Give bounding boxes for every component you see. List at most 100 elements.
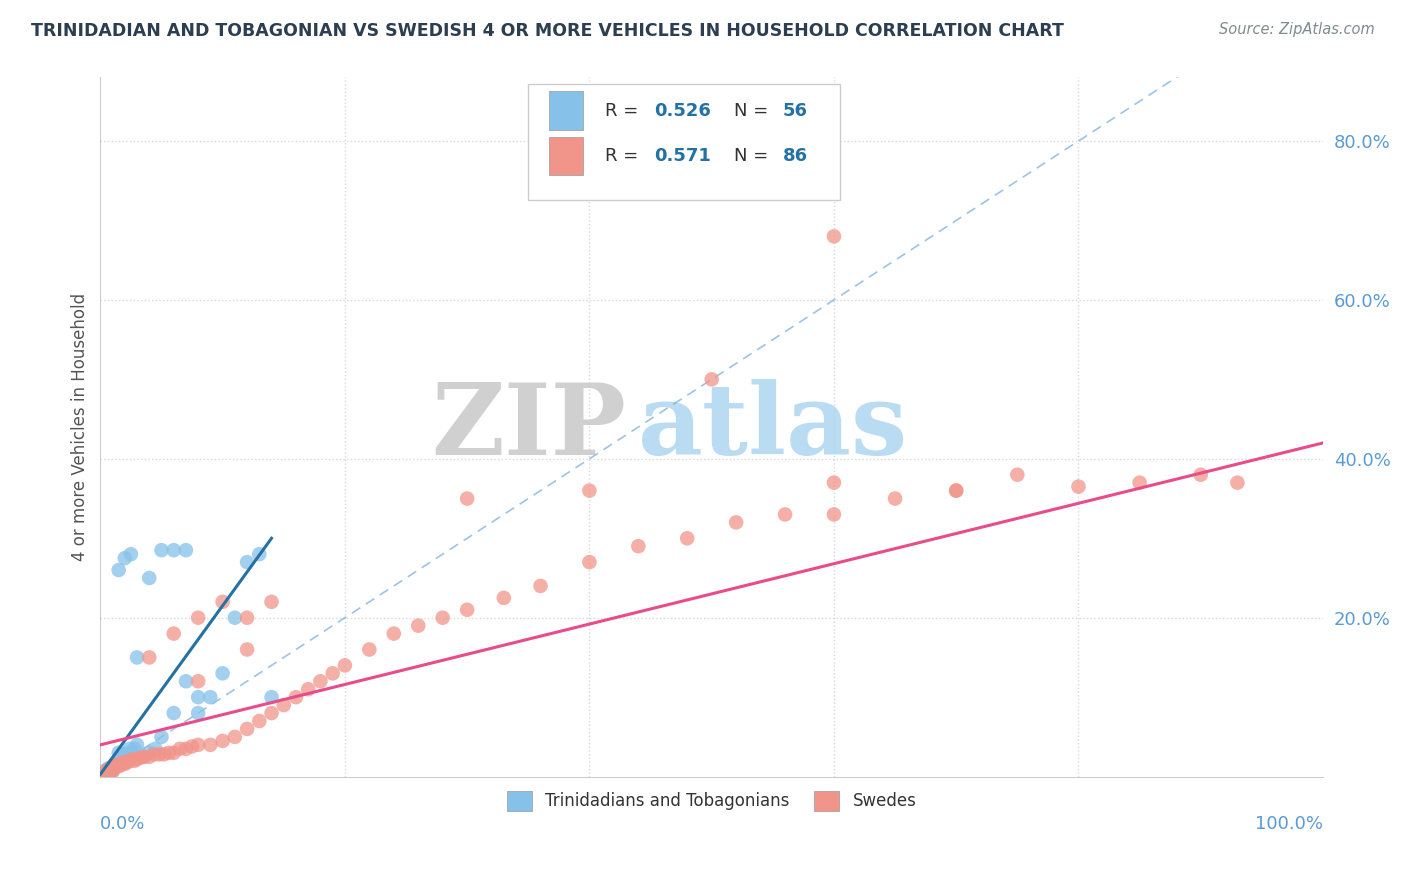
Point: [114, 756, 136, 771]
Point: [104, 760, 127, 774]
Point: [181, 739, 204, 754]
Point: [627, 539, 650, 553]
Text: 56: 56: [783, 102, 807, 120]
Point: [163, 746, 186, 760]
Point: [200, 738, 222, 752]
Point: [100, 764, 122, 778]
Point: [676, 531, 699, 545]
Point: [97, 764, 120, 778]
Point: [138, 746, 160, 760]
Point: [359, 642, 381, 657]
Point: [1007, 467, 1029, 482]
Point: [297, 682, 319, 697]
Text: Source: ZipAtlas.com: Source: ZipAtlas.com: [1219, 22, 1375, 37]
Point: [456, 603, 478, 617]
FancyBboxPatch shape: [550, 91, 583, 130]
Point: [148, 747, 170, 762]
Point: [406, 618, 429, 632]
Point: [150, 543, 173, 558]
Point: [247, 714, 270, 728]
Point: [125, 650, 148, 665]
Point: [945, 483, 967, 498]
Point: [107, 746, 129, 760]
Point: [98, 762, 121, 776]
Point: [773, 508, 796, 522]
Point: [187, 611, 209, 625]
Point: [187, 706, 209, 720]
Point: [112, 756, 135, 770]
Point: [101, 760, 124, 774]
Point: [157, 746, 180, 760]
Point: [1226, 475, 1249, 490]
Point: [700, 372, 723, 386]
Point: [143, 747, 166, 762]
Point: [1129, 475, 1152, 490]
Point: [138, 749, 160, 764]
Point: [101, 760, 124, 774]
Point: [145, 741, 167, 756]
Text: R =: R =: [606, 102, 644, 120]
Text: 0.0%: 0.0%: [100, 815, 146, 833]
Point: [236, 722, 259, 736]
Point: [382, 626, 405, 640]
Point: [111, 756, 134, 771]
Point: [138, 650, 160, 665]
Point: [105, 758, 128, 772]
Point: [163, 626, 186, 640]
Point: [120, 547, 142, 561]
Text: 100.0%: 100.0%: [1256, 815, 1323, 833]
Point: [134, 749, 156, 764]
Point: [200, 690, 222, 705]
Point: [163, 706, 186, 720]
Point: [260, 595, 283, 609]
Point: [309, 674, 332, 689]
Point: [103, 762, 125, 776]
Point: [129, 750, 152, 764]
Point: [132, 749, 155, 764]
Point: [124, 741, 146, 756]
Text: TRINIDADIAN AND TOBAGONIAN VS SWEDISH 4 OR MORE VEHICLES IN HOUSEHOLD CORRELATIO: TRINIDADIAN AND TOBAGONIAN VS SWEDISH 4 …: [31, 22, 1064, 40]
Point: [93, 766, 115, 780]
Point: [492, 591, 515, 605]
Point: [101, 764, 124, 778]
Point: [94, 764, 117, 778]
Point: [97, 765, 120, 780]
Point: [97, 763, 120, 777]
Y-axis label: 4 or more Vehicles in Household: 4 or more Vehicles in Household: [72, 293, 89, 561]
FancyBboxPatch shape: [529, 85, 839, 200]
Text: 86: 86: [783, 147, 807, 165]
Point: [150, 730, 173, 744]
Point: [578, 555, 600, 569]
Point: [107, 563, 129, 577]
Point: [169, 741, 191, 756]
Point: [187, 738, 209, 752]
Point: [333, 658, 356, 673]
Point: [96, 764, 118, 778]
Point: [108, 752, 131, 766]
Point: [107, 757, 129, 772]
Point: [163, 543, 186, 558]
Point: [285, 690, 308, 705]
Point: [110, 757, 132, 772]
Point: [103, 757, 125, 772]
Point: [121, 752, 143, 766]
Point: [94, 767, 117, 781]
Point: [96, 768, 118, 782]
Point: [107, 756, 129, 770]
Point: [100, 764, 122, 778]
Point: [91, 767, 114, 781]
Point: [96, 765, 118, 780]
Point: [529, 579, 551, 593]
Point: [114, 551, 136, 566]
Point: [97, 764, 120, 779]
Point: [273, 698, 295, 712]
Text: N =: N =: [734, 147, 773, 165]
Point: [110, 749, 132, 764]
Point: [97, 762, 120, 776]
Point: [101, 764, 124, 778]
Point: [174, 674, 197, 689]
Text: 0.571: 0.571: [654, 147, 711, 165]
Point: [104, 760, 127, 774]
Point: [211, 595, 233, 609]
Point: [97, 766, 120, 780]
